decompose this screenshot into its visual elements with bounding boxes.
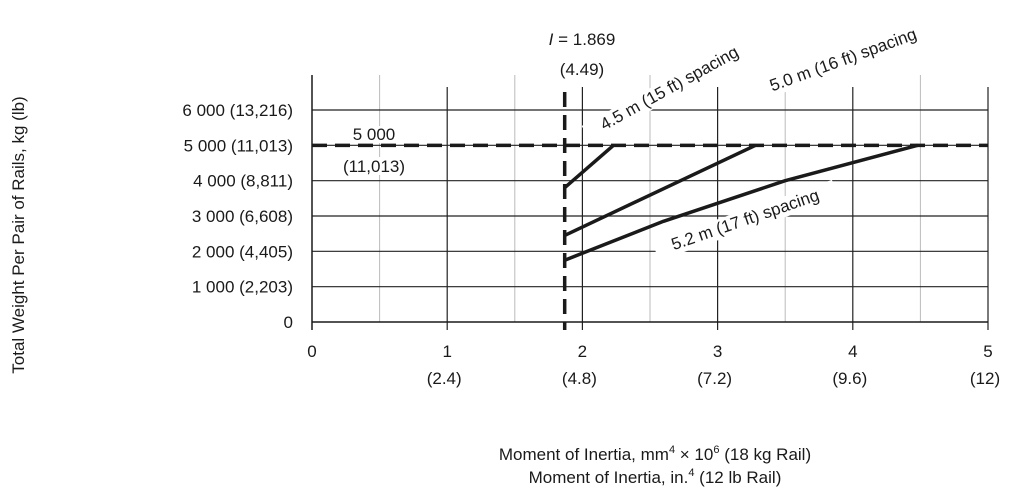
series-label-group: 5.2 m (17 ft) spacing <box>652 179 839 261</box>
x-tick-sublabel: (7.2) <box>697 369 732 388</box>
x-tick-label: 5 <box>983 342 992 361</box>
series-label: 4.5 m (15 ft) spacing <box>597 42 742 134</box>
reference-horizontal-label: 5 000 <box>353 125 396 144</box>
reference-horizontal-sublabel: (11,013) <box>343 157 405 176</box>
label-background <box>581 33 758 144</box>
reference-vertical-label: I = 1.869 <box>549 30 616 49</box>
axes: 0 1 (2.4) 2 (4.8) 3 (7.2) 4 (9.6) 5 (12) 0 1 000 (2,… <box>182 75 1000 388</box>
x-tick-label: 4 <box>848 342 857 361</box>
x-tick-sublabel: (2.4) <box>427 369 462 388</box>
series-label-group: 5.0 m (16 ft) spacing <box>750 18 936 103</box>
x-tick-sublabel: (12) <box>970 369 1000 388</box>
y-tick-label: 2 000 (4,405) <box>192 242 293 261</box>
reference-lines <box>312 92 988 330</box>
y-tick-label: 4 000 (8,811) <box>193 172 293 191</box>
labels: I = 1.869 (4.49) 5 000 (11,013) 4.5 m (15 ft… <box>328 18 936 261</box>
series-line <box>563 143 757 237</box>
x-tick-sublabel: (4.8) <box>562 369 597 388</box>
series-line <box>564 143 919 262</box>
label-background <box>652 179 839 261</box>
x-axis-title-line2: Moment of Inertia, in.4 (12 lb Rail) <box>529 467 782 487</box>
y-tick-label: 5 000 (11,013) <box>184 136 293 155</box>
x-tick-label: 3 <box>713 342 722 361</box>
label-background <box>328 157 420 175</box>
y-tick-label: 6 000 (13,216) <box>182 101 293 120</box>
y-tick-label: 1 000 (2,203) <box>192 278 293 297</box>
series-label-group: 4.5 m (15 ft) spacing <box>581 33 758 144</box>
series-lines <box>563 143 919 262</box>
y-axis-title: Total Weight Per Pair of Rails, kg (lb) <box>9 96 28 373</box>
x-axis-title-line1: Moment of Inertia, mm4 × 106 (18 kg Rail… <box>499 444 811 464</box>
series-label: 5.0 m (16 ft) spacing <box>767 24 919 95</box>
x-tick-label: 2 <box>578 342 587 361</box>
series-line <box>563 143 615 190</box>
reference-vertical-sublabel: (4.49) <box>560 60 604 79</box>
x-tick-label: 0 <box>307 342 316 361</box>
x-tick-sublabel: (9.6) <box>832 369 867 388</box>
grid <box>312 75 989 330</box>
label-background <box>343 126 405 143</box>
y-tick-label: 3 000 (6,608) <box>192 207 293 226</box>
x-tick-label: 1 <box>442 342 451 361</box>
label-background <box>750 18 936 103</box>
y-tick-label: 0 <box>284 313 293 332</box>
